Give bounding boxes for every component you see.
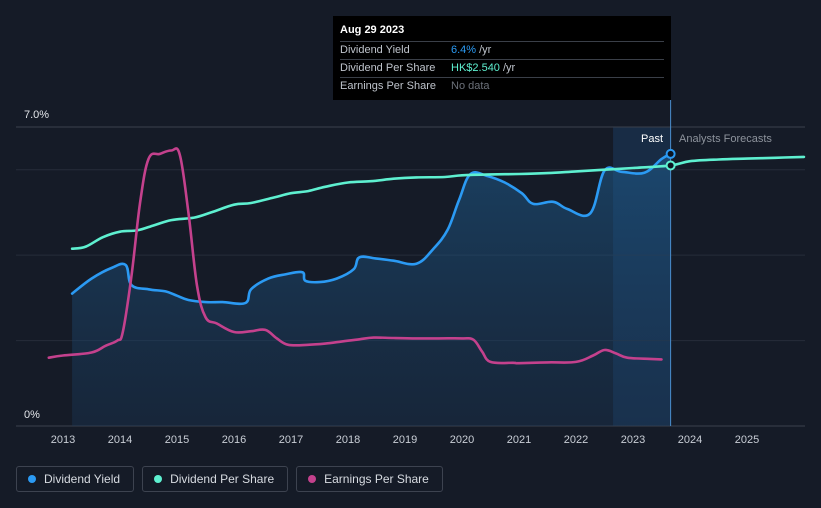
- y-axis-min-label: 0%: [24, 409, 40, 421]
- tooltip-label: Dividend Per Share: [340, 62, 436, 74]
- x-tick-label: 2023: [621, 434, 645, 446]
- x-tick-label: 2019: [393, 434, 417, 446]
- dividend-yield-line: [70, 152, 672, 306]
- x-tick-label: 2015: [165, 434, 189, 446]
- dividend-yield-area: [72, 153, 671, 426]
- x-tick-label: 2013: [51, 434, 75, 446]
- x-tick-label: 2017: [279, 434, 303, 446]
- chart-legend: Dividend Yield Dividend Per Share Earnin…: [16, 466, 443, 492]
- y-axis-max-label: 7.0%: [24, 109, 49, 121]
- tooltip-date: Aug 29 2023: [340, 22, 664, 42]
- tooltip-row-dividend-per-share: Dividend Per Share HK$2.540 /yr: [340, 60, 664, 78]
- legend-item-earnings-per-share[interactable]: Earnings Per Share: [296, 466, 443, 492]
- tooltip-label: Earnings Per Share: [340, 80, 436, 92]
- tooltip-value: No data: [451, 80, 490, 92]
- legend-dot-icon: [308, 475, 317, 483]
- x-tick-label: 2025: [735, 434, 759, 446]
- dividend-per-share-marker: [665, 160, 676, 171]
- tooltip-row-dividend-yield: Dividend Yield 6.4% /yr: [340, 42, 664, 60]
- series-lines: [47, 147, 806, 365]
- x-tick-label: 2021: [507, 434, 531, 446]
- tooltip-unit: /yr: [479, 44, 492, 56]
- x-axis-ticks: 2013 2014 2015 2016 2017 2018 2019 2020 2021 2022…: [51, 434, 759, 446]
- tooltip-markers: [665, 148, 676, 171]
- legend-item-dividend-yield[interactable]: Dividend Yield: [16, 466, 135, 492]
- tooltip-unit: /yr: [502, 62, 516, 74]
- tooltip-value: HK$2.540: [451, 62, 500, 74]
- data-tooltip: Aug 29 2023 Dividend Yield 6.4% /yr Divi…: [333, 16, 671, 100]
- past-region-label: Past: [641, 133, 663, 145]
- x-tick-label: 2014: [108, 434, 132, 446]
- legend-dot-icon: [28, 475, 36, 483]
- earnings-per-share-line: [47, 147, 663, 365]
- tooltip-label: Dividend Yield: [340, 44, 410, 56]
- tooltip-value: 6.4%: [451, 44, 477, 56]
- x-tick-label: 2016: [222, 434, 246, 446]
- legend-item-dividend-per-share[interactable]: Dividend Per Share: [142, 466, 289, 492]
- forecast-region-label: Analysts Forecasts: [679, 133, 772, 145]
- x-tick-label: 2020: [450, 434, 474, 446]
- x-tick-label: 2022: [564, 434, 588, 446]
- dividend-per-share-line: [70, 155, 806, 250]
- tooltip-row-earnings-per-share: Earnings Per Share No data: [340, 78, 664, 95]
- x-tick-label: 2018: [336, 434, 360, 446]
- legend-label: Earnings Per Share: [324, 472, 429, 486]
- legend-label: Dividend Per Share: [170, 472, 275, 486]
- legend-label: Dividend Yield: [44, 472, 121, 486]
- legend-dot-icon: [154, 475, 163, 483]
- dividend-yield-marker: [665, 148, 676, 159]
- area-layer: [72, 153, 671, 426]
- x-tick-label: 2024: [678, 434, 702, 446]
